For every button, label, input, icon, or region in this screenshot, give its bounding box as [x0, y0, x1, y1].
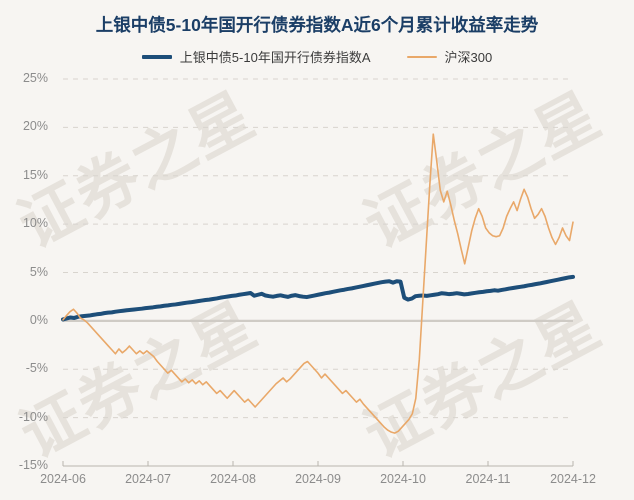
legend-color-swatch-fund	[141, 54, 172, 59]
y-axis-tick-label: 10%	[22, 216, 48, 231]
series-line-benchmark	[62, 133, 574, 434]
legend-item-fund[interactable]: 上银中债5-10年国开行债券指数A	[141, 47, 371, 66]
legend-label-benchmark: 沪深300	[444, 50, 493, 65]
series-line-fund	[61, 274, 575, 322]
x-axis-tick-label: 2024-11	[465, 472, 511, 486]
legend-label-fund: 上银中债5-10年国开行债券指数A	[179, 50, 371, 65]
x-axis-tick-label: 2024-08	[210, 472, 256, 486]
y-axis-tick-label: -15%	[18, 458, 48, 472]
x-axis-tick-label: 2024-07	[125, 472, 171, 486]
y-axis-tick-label: 15%	[22, 167, 48, 182]
y-axis-tick-label: -10%	[18, 409, 48, 424]
y-axis-tick-label: 5%	[29, 264, 48, 279]
x-axis-tick-label: 2024-12	[550, 472, 596, 486]
x-axis-tick-label: 2024-10	[380, 472, 426, 486]
y-axis-tick-label: 25%	[22, 71, 48, 85]
x-axis-tick-label: 2024-09	[295, 472, 341, 486]
y-axis-tick-label: 0%	[29, 312, 48, 327]
chart-legend: 上银中债5-10年国开行债券指数A 沪深300	[0, 47, 634, 66]
y-axis-tick-label: 20%	[22, 119, 48, 134]
legend-color-swatch-benchmark	[406, 55, 437, 58]
y-axis-tick-label: -5%	[25, 361, 48, 376]
legend-item-benchmark[interactable]: 沪深300	[406, 47, 493, 66]
x-axis-tick-label: 2024-06	[40, 472, 86, 486]
chart-title: 上银中债5-10年国开行债券指数A近6个月累计收益率走势	[95, 15, 539, 35]
